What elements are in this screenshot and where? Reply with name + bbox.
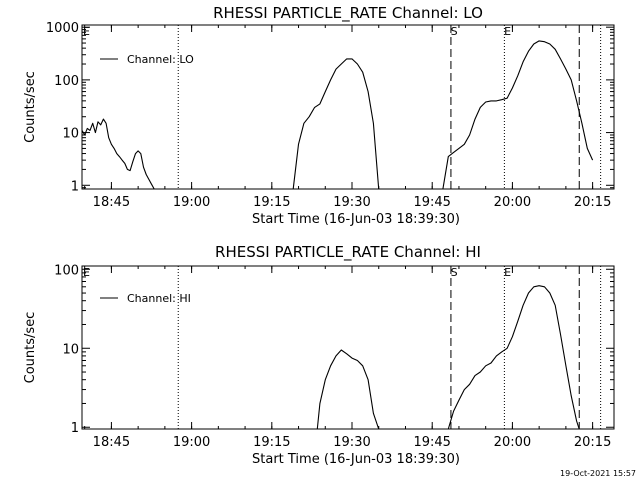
x-tick-label: 19:00 — [173, 195, 210, 210]
x-tick-label: 19:15 — [253, 195, 290, 210]
legend-entry: Channel: HI — [127, 292, 191, 305]
chart-panel-1: RHESSI PARTICLE_RATE Channel: LO 18:45 19:… — [23, 4, 615, 227]
marker-s-label: S — [451, 266, 458, 279]
x-tick-label: 19:45 — [413, 435, 450, 450]
x-tick-label: 19:15 — [253, 435, 290, 450]
y-tick-label: 1000 — [46, 21, 79, 36]
x-tick-label: 19:30 — [333, 195, 370, 210]
chart-panel-2: RHESSI PARTICLE_RATE Channel: HI 18:45 19:… — [23, 243, 615, 467]
y-axis-label: Counts/sec — [23, 312, 38, 384]
plot-frame — [81, 24, 615, 190]
series-line-segment — [81, 118, 155, 190]
marker-e-left-label: E — [83, 266, 90, 279]
x-tick-label: 19:30 — [333, 435, 370, 450]
y-tick-label: 100 — [54, 263, 79, 278]
x-tick-label: 19:00 — [173, 435, 210, 450]
x-tick-label: 20:00 — [494, 435, 531, 450]
chart-title: RHESSI PARTICLE_RATE Channel: LO — [213, 4, 483, 23]
series-line-segment — [447, 285, 580, 430]
series-line-segment — [442, 40, 594, 190]
x-axis-label: Start Time (16-Jun-03 18:39:30) — [252, 212, 460, 227]
series-line-segment — [292, 58, 380, 190]
x-tick-label: 20:15 — [574, 195, 611, 210]
x-axis-label: Start Time (16-Jun-03 18:39:30) — [252, 452, 460, 467]
x-tick-label: 18:45 — [93, 195, 130, 210]
x-tick-label: 20:15 — [574, 435, 611, 450]
marker-s-label: S — [451, 25, 458, 38]
x-tick-label: 18:45 — [93, 435, 130, 450]
plot-frame — [81, 265, 615, 430]
y-tick-label: 10 — [62, 127, 79, 142]
y-tick-label: 1 — [71, 179, 79, 194]
y-tick-label: 1 — [71, 421, 79, 436]
x-tick-label: 20:00 — [494, 195, 531, 210]
series-line-segment — [316, 349, 380, 430]
chart-title: RHESSI PARTICLE_RATE Channel: HI — [215, 243, 481, 262]
footer-timestamp: 19-Oct-2021 15:57 — [560, 469, 636, 478]
legend-entry: Channel: LO — [127, 53, 194, 66]
marker-e-label: E — [504, 266, 511, 279]
y-tick-label: 10 — [62, 342, 79, 357]
x-tick-label: 19:45 — [413, 195, 450, 210]
marker-e-left-label: E — [83, 25, 90, 38]
y-axis-label: Counts/sec — [23, 71, 38, 143]
y-tick-label: 100 — [54, 74, 79, 89]
marker-e-label: E — [504, 25, 511, 38]
